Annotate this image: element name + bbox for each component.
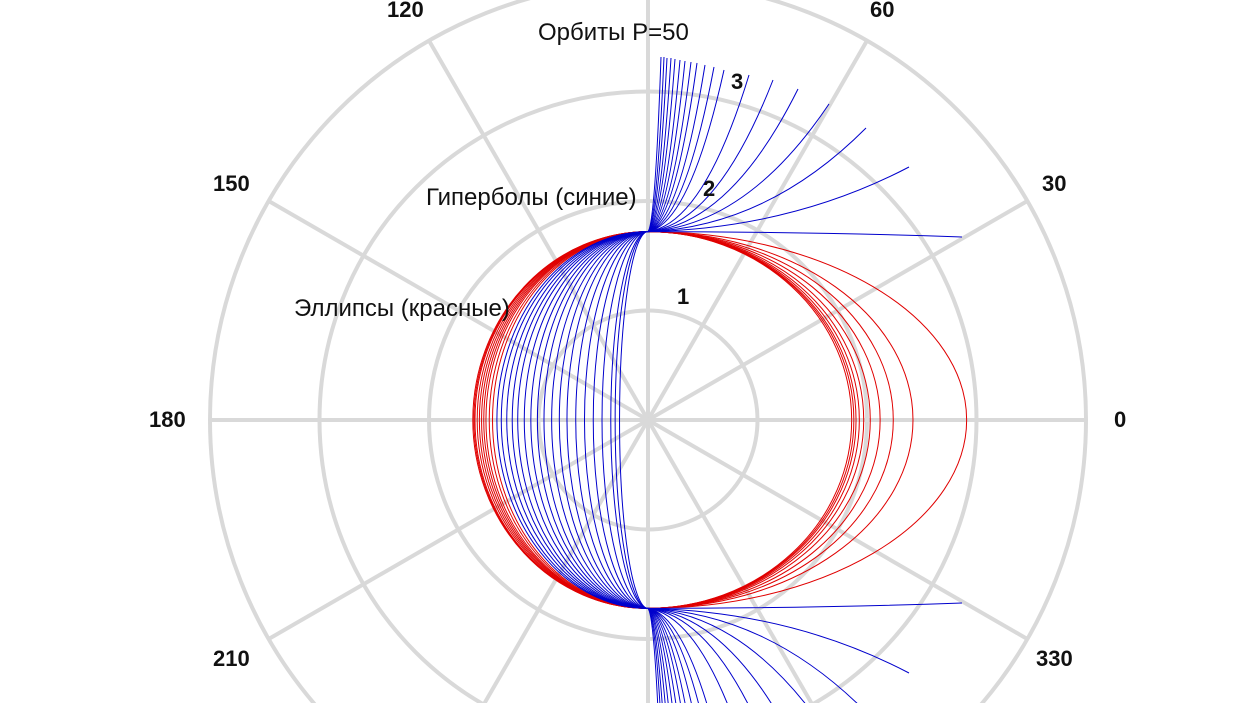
hyperbola-orbit <box>614 231 963 609</box>
grid-spoke <box>482 419 650 703</box>
hyperbola-orbit <box>610 127 867 703</box>
hyperbola-curves <box>496 56 963 703</box>
radial-tick-1: 1 <box>677 284 690 309</box>
angle-tick-150: 150 <box>213 171 250 196</box>
chart-title: Орбиты P=50 <box>538 19 689 46</box>
angle-tick-210: 210 <box>213 646 250 671</box>
angle-tick-60: 60 <box>870 0 895 22</box>
angle-tick-180: 180 <box>149 407 186 432</box>
grid-spoke <box>427 39 650 422</box>
polar-grid <box>208 0 1088 703</box>
annotation-ellipses: Эллипсы (красные) <box>294 295 510 322</box>
hyperbola-orbit <box>583 79 774 703</box>
angle-tick-30: 30 <box>1042 171 1067 196</box>
radial-tick-2: 2 <box>703 176 716 201</box>
annotation-hyperbolas: Гиперболы (синие) <box>426 184 637 211</box>
angle-tick-0: 0 <box>1114 407 1127 432</box>
grid-spoke <box>267 418 650 641</box>
hyperbola-orbit <box>619 166 910 674</box>
ellipse-orbit <box>472 231 968 609</box>
hyperbola-orbit <box>566 69 725 703</box>
grid-spoke <box>646 199 1029 422</box>
angle-tick-120: 120 <box>387 0 424 22</box>
angle-tick-330: 330 <box>1036 646 1073 671</box>
hyperbola-orbit <box>592 88 799 703</box>
grid-spoke <box>646 418 1029 641</box>
hyperbola-orbit <box>601 103 830 703</box>
grid-spoke <box>646 419 814 703</box>
ellipse-orbit <box>473 231 914 609</box>
ellipse-curves <box>472 231 968 609</box>
grid-spoke <box>267 199 650 422</box>
grid-spoke <box>646 39 869 422</box>
radial-tick-3: 3 <box>731 69 744 94</box>
hyperbola-orbit <box>575 74 750 703</box>
